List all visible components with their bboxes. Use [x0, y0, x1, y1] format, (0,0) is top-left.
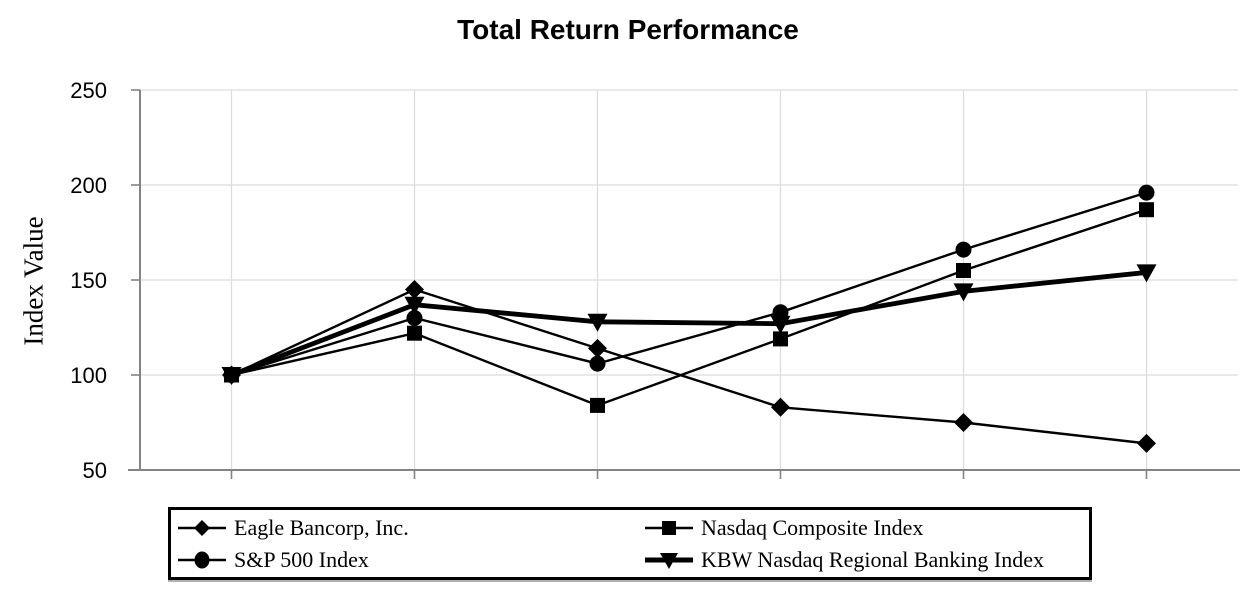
marker-square: [407, 325, 422, 341]
y-tick-label: 50: [83, 458, 107, 483]
legend-entry-nasdaq-composite: Nasdaq Composite Index: [645, 514, 1089, 542]
marker-circle: [1138, 184, 1155, 201]
series-line-3: [231, 191, 1147, 377]
marker-square: [956, 263, 971, 278]
legend-entry-sp500: S&P 500 Index: [178, 546, 645, 574]
marker-triangle-down: [953, 283, 974, 302]
marker-circle: [589, 355, 606, 372]
legend-entry-eagle-bancorp: Eagle Bancorp, Inc.: [178, 514, 645, 542]
marker-diamond: [222, 365, 241, 385]
marker-diamond: [954, 413, 973, 432]
diamond-marker-icon: [178, 519, 226, 536]
y-tick-label: 150: [70, 268, 107, 293]
series-line-1: [230, 288, 1147, 445]
chart-title: Total Return Performance: [457, 14, 799, 45]
marker-triangle-down: [587, 313, 608, 332]
legend-label: Eagle Bancorp, Inc.: [234, 514, 409, 540]
triangle-down-marker-icon: [645, 552, 693, 569]
marker-diamond: [588, 338, 607, 358]
legend-box: Eagle Bancorp, Inc. Nasdaq Composite Ind…: [168, 507, 1092, 580]
marker-diamond: [405, 280, 424, 299]
y-tick-label: 100: [70, 363, 107, 388]
legend-label: S&P 500 Index: [234, 546, 369, 572]
legend-entry-kbw-regional-banking: KBW Nasdaq Regional Banking Index: [645, 546, 1089, 574]
marker-square: [1139, 202, 1154, 218]
legend-label: Nasdaq Composite Index: [701, 514, 924, 540]
marker-diamond: [1137, 433, 1156, 453]
legend-label: KBW Nasdaq Regional Banking Index: [701, 546, 1044, 572]
y-tick-label: 250: [70, 78, 107, 103]
marker-square: [773, 331, 788, 347]
marker-triangle-down: [770, 315, 791, 334]
series-line-4: [230, 270, 1147, 378]
marker-diamond: [771, 397, 790, 417]
series-line-2: [231, 208, 1147, 407]
marker-triangle-down: [404, 296, 425, 315]
square-marker-icon: [645, 520, 693, 535]
marker-circle: [955, 241, 972, 258]
marker-triangle-down: [1136, 264, 1157, 283]
circle-marker-icon: [178, 551, 226, 568]
marker-circle: [406, 310, 423, 326]
marker-square: [590, 397, 605, 413]
y-tick-label: 200: [70, 173, 107, 198]
